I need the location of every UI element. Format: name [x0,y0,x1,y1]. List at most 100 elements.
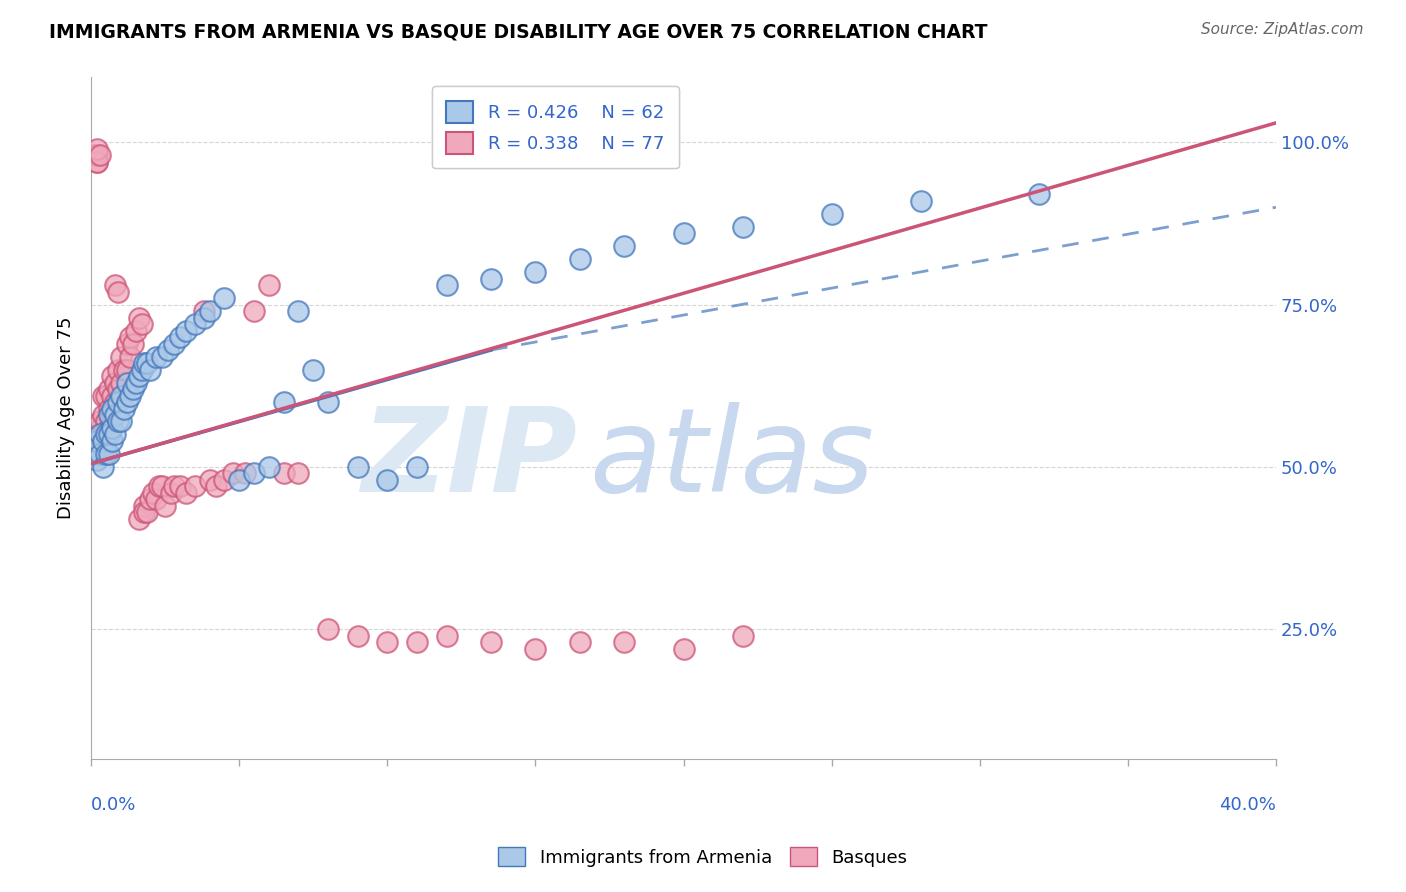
Point [101,388,124,402]
Point [150,479,173,493]
Legend: Immigrants from Armenia, Basques: Immigrants from Armenia, Basques [491,840,915,874]
Point [222,467,245,481]
Point [97,427,120,442]
Point [86,154,108,169]
Point [204,479,226,493]
Point [128,512,150,526]
Y-axis label: Disability Age Over 75: Disability Age Over 75 [58,317,75,519]
Point [139,492,162,507]
Point [406,635,429,649]
Point [101,401,124,416]
Point [568,252,591,267]
Point [86,434,108,448]
Point [287,304,309,318]
Point [86,142,108,156]
Point [110,350,132,364]
Point [121,382,143,396]
Point [346,629,368,643]
Point [89,415,111,429]
Point [115,362,138,376]
Point [613,635,636,649]
Point [89,447,111,461]
Point [97,408,120,422]
Point [479,271,502,285]
Point [110,388,132,402]
Point [150,350,173,364]
Point [91,447,114,461]
Point [115,395,138,409]
Point [115,336,138,351]
Point [83,447,105,461]
Point [273,395,295,409]
Point [479,635,502,649]
Point [613,239,636,253]
Point [131,317,153,331]
Point [198,473,221,487]
Point [112,401,135,416]
Point [89,421,111,435]
Point [153,499,176,513]
Point [163,336,186,351]
Point [287,467,309,481]
Point [134,499,156,513]
Point [112,362,135,376]
Point [89,148,111,162]
Point [107,362,129,376]
Point [83,148,105,162]
Point [97,421,120,435]
Point [124,324,146,338]
Point [107,285,129,299]
Point [128,310,150,325]
Point [148,479,170,493]
Point [86,148,108,162]
Point [436,278,458,293]
Point [97,382,120,396]
Point [524,641,547,656]
Point [346,459,368,474]
Point [110,415,132,429]
Point [193,304,215,318]
Point [198,304,221,318]
Point [104,395,127,409]
Point [169,479,191,493]
Point [316,395,339,409]
Point [107,415,129,429]
Point [134,505,156,519]
Point [233,467,256,481]
Point [163,479,186,493]
Point [107,382,129,396]
Point [91,427,114,442]
Point [672,641,695,656]
Point [145,350,167,364]
Point [94,415,117,429]
Point [104,278,127,293]
Text: atlas: atlas [589,402,873,516]
Point [145,492,167,507]
Point [110,376,132,390]
Point [94,427,117,442]
Point [89,427,111,442]
Point [101,421,124,435]
Point [142,486,165,500]
Point [128,369,150,384]
Point [139,362,162,376]
Point [91,388,114,402]
Text: IMMIGRANTS FROM ARMENIA VS BASQUE DISABILITY AGE OVER 75 CORRELATION CHART: IMMIGRANTS FROM ARMENIA VS BASQUE DISABI… [49,22,987,41]
Text: ZIP: ZIP [361,401,576,516]
Point [97,447,120,461]
Point [91,408,114,422]
Point [731,629,754,643]
Point [136,356,159,370]
Point [174,486,197,500]
Point [821,207,844,221]
Point [136,505,159,519]
Point [101,408,124,422]
Point [174,324,197,338]
Point [134,356,156,370]
Point [104,427,127,442]
Point [94,434,117,448]
Point [184,479,207,493]
Point [273,467,295,481]
Point [86,154,108,169]
Point [104,376,127,390]
